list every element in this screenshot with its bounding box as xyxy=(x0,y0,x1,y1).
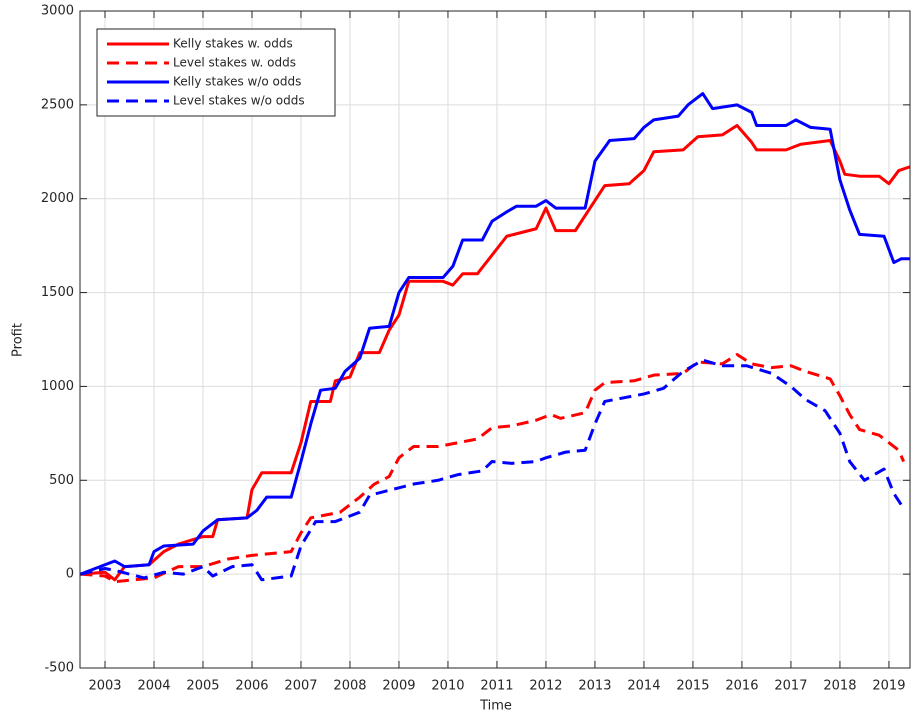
x-axis-label: Time xyxy=(479,699,512,714)
x-tick-label: 2008 xyxy=(333,679,366,694)
plot-frame xyxy=(79,10,911,669)
x-tick-label: 2004 xyxy=(137,679,170,694)
y-tick-label: 2500 xyxy=(41,97,74,112)
x-tick-label: 2010 xyxy=(431,679,464,694)
y-axis-label: Profit xyxy=(11,323,26,357)
x-tick-label: 2011 xyxy=(480,679,513,694)
y-tick-label: 3000 xyxy=(41,4,74,19)
series-line xyxy=(80,92,910,576)
series-line xyxy=(80,353,906,584)
x-tick-label: 2009 xyxy=(382,679,415,694)
y-tick-label: 500 xyxy=(49,473,74,488)
x-tick-label: 2014 xyxy=(627,679,660,694)
legend-label: Level stakes w. odds xyxy=(173,56,296,70)
y-tick-label: 1000 xyxy=(41,379,74,394)
y-tick-label: 1500 xyxy=(41,285,74,300)
legend-label: Kelly stakes w/o odds xyxy=(173,75,301,89)
series-line xyxy=(80,358,905,582)
x-tick-label: 2019 xyxy=(872,679,905,694)
x-tick-label: 2005 xyxy=(186,679,219,694)
y-tick-label: 2000 xyxy=(41,191,74,206)
series-line xyxy=(80,124,910,582)
x-tick-label: 2007 xyxy=(284,679,317,694)
x-tick-label: 2017 xyxy=(774,679,807,694)
legend-label: Kelly stakes w. odds xyxy=(173,37,293,51)
x-tick-label: 2016 xyxy=(725,679,758,694)
x-tick-label: 2015 xyxy=(676,679,709,694)
x-tick-label: 2006 xyxy=(235,679,268,694)
legend-label: Level stakes w/o odds xyxy=(173,94,305,108)
x-tick-label: 2018 xyxy=(823,679,856,694)
y-tick-label: -500 xyxy=(44,661,74,676)
x-tick-label: 2012 xyxy=(529,679,562,694)
x-tick-label: 2003 xyxy=(88,679,121,694)
x-tick-label: 2013 xyxy=(578,679,611,694)
y-tick-label: 0 xyxy=(66,567,74,582)
